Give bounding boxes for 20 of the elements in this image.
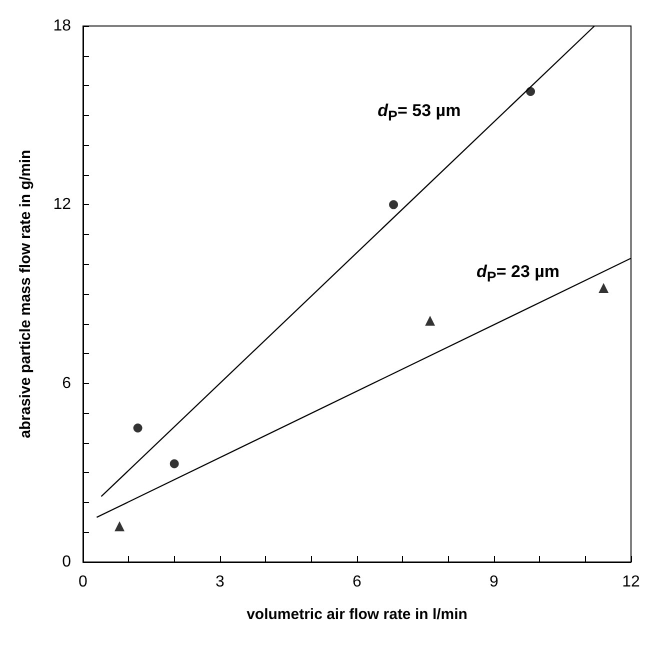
- y-tick-label: 12: [53, 196, 72, 214]
- y-tick-label: 18: [53, 18, 72, 34]
- point: [114, 521, 125, 532]
- x-tick-label: 9: [490, 574, 499, 590]
- point: [598, 283, 609, 294]
- series-label: d$_{P}$= 23 µm: [476, 260, 560, 288]
- x-tick-label: 0: [78, 574, 88, 590]
- y-axis-title: abrasive particle mass flow rate in g/min: [17, 150, 34, 438]
- x-tick-label: 6: [352, 574, 362, 590]
- x-tick-label: 3: [216, 574, 225, 590]
- y-tick-label: 6: [62, 374, 72, 392]
- point: [526, 87, 536, 96]
- y-tick-label: 0: [62, 554, 72, 570]
- series-label: d$_{P}$= 53 µm: [378, 100, 461, 126]
- point: [389, 200, 398, 210]
- x-tick-label: 12: [622, 574, 640, 590]
- point: [133, 424, 142, 432]
- x-axis-title: volumetric air flow rate in l/min: [246, 606, 468, 623]
- point: [170, 459, 179, 468]
- point: [425, 316, 436, 326]
